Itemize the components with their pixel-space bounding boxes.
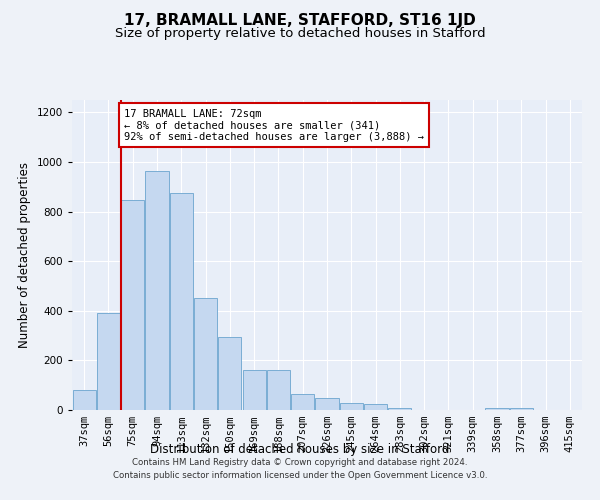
Text: 17, BRAMALL LANE, STAFFORD, ST16 1JD: 17, BRAMALL LANE, STAFFORD, ST16 1JD (124, 12, 476, 28)
Bar (242, 370, 266, 410)
Bar (218, 337, 241, 410)
Bar (485, 408, 509, 410)
Bar (510, 408, 533, 410)
Text: Size of property relative to detached houses in Stafford: Size of property relative to detached ho… (115, 28, 485, 40)
Text: Contains HM Land Registry data © Crown copyright and database right 2024.
Contai: Contains HM Land Registry data © Crown c… (113, 458, 487, 480)
Bar (388, 408, 412, 410)
Bar (97, 314, 120, 410)
Bar (194, 298, 217, 410)
Bar (340, 402, 363, 410)
Bar (316, 398, 338, 410)
Bar (291, 394, 314, 410)
Bar (145, 170, 169, 410)
Y-axis label: Number of detached properties: Number of detached properties (18, 162, 31, 348)
Bar (267, 370, 290, 410)
Bar (170, 193, 193, 410)
Text: Distribution of detached houses by size in Stafford: Distribution of detached houses by size … (151, 442, 449, 456)
Text: 17 BRAMALL LANE: 72sqm
← 8% of detached houses are smaller (341)
92% of semi-det: 17 BRAMALL LANE: 72sqm ← 8% of detached … (124, 108, 424, 142)
Bar (364, 404, 387, 410)
Bar (121, 200, 144, 410)
Bar (73, 390, 95, 410)
